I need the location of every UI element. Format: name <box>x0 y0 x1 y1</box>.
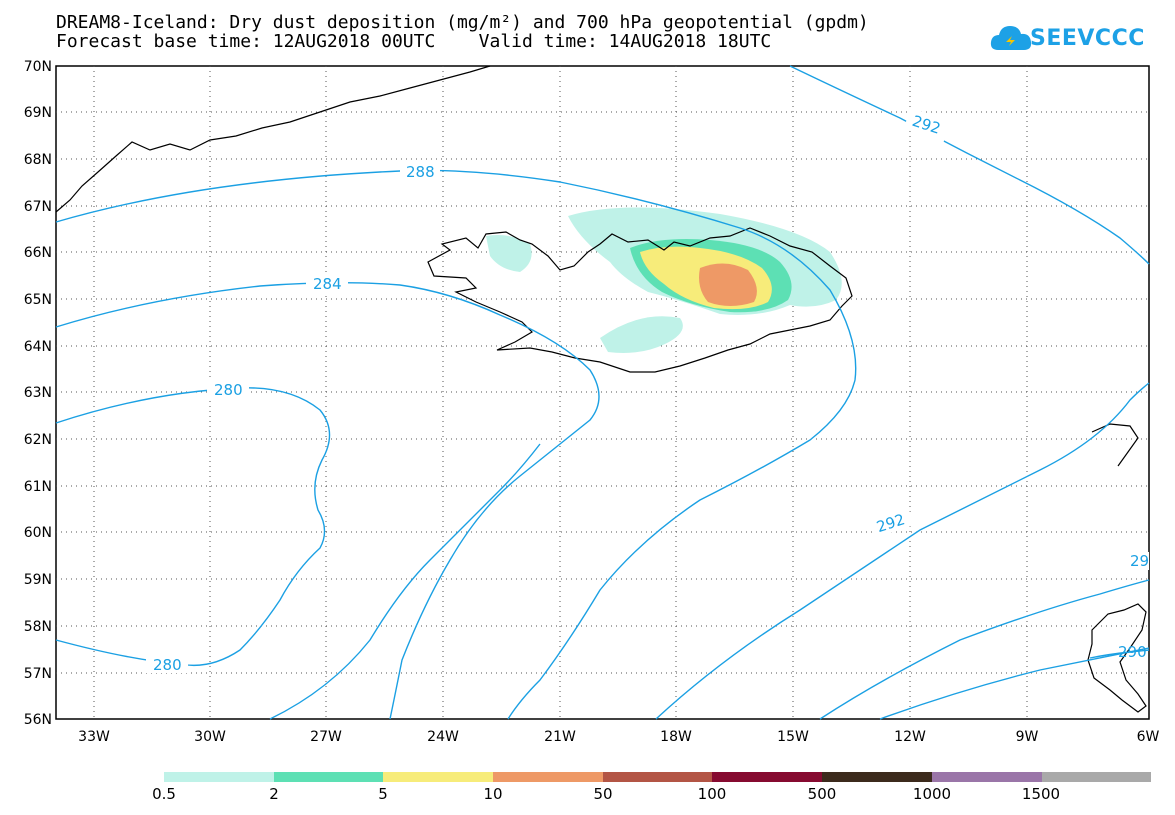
contour-284 <box>55 282 600 720</box>
legend-swatch <box>273 772 384 782</box>
lat-label: 70N <box>24 59 52 75</box>
contour-labels: 288 292 284 280 280 292 29 290 <box>146 108 1149 674</box>
lat-label: 58N <box>24 619 52 635</box>
legend-label: 100 <box>697 785 727 803</box>
contour-292-lower <box>655 382 1150 720</box>
cloud-icon <box>990 26 1032 50</box>
lon-label: 27W <box>310 729 342 745</box>
lat-label: 59N <box>24 572 52 588</box>
dust-deposition-field <box>486 207 842 353</box>
legend-label: 0.5 <box>152 785 176 803</box>
lon-label: 30W <box>194 729 226 745</box>
legend-swatch <box>602 772 713 782</box>
contour-label: 280 <box>153 656 182 674</box>
dust-level-0-5 <box>486 235 532 272</box>
contour-label: 288 <box>406 163 435 181</box>
lat-label: 60N <box>24 525 52 541</box>
lat-label: 68N <box>24 152 52 168</box>
map-title-line1: DREAM8-Iceland: Dry dust deposition (mg/… <box>56 12 869 33</box>
legend-label: 1500 <box>1021 785 1061 803</box>
lon-label: 21W <box>544 729 576 745</box>
contour-294 <box>879 647 1150 720</box>
contour-296 <box>819 579 1150 720</box>
greenland-coastline <box>55 65 491 213</box>
lat-label: 57N <box>24 666 52 682</box>
lat-label: 67N <box>24 199 52 215</box>
contour-label: 280 <box>214 381 243 399</box>
lon-label: 12W <box>894 729 926 745</box>
contour-label: 292 <box>910 112 943 138</box>
lat-label: 69N <box>24 105 52 121</box>
legend-label: 500 <box>807 785 837 803</box>
legend-swatch <box>712 772 823 782</box>
lon-label: 24W <box>427 729 459 745</box>
lon-label: 15W <box>777 729 809 745</box>
legend-swatch <box>931 772 1042 782</box>
lat-label: 64N <box>24 339 52 355</box>
map-title-line2: Forecast base time: 12AUG2018 00UTC Vali… <box>56 31 772 52</box>
lat-label: 66N <box>24 245 52 261</box>
lat-label: 65N <box>24 292 52 308</box>
contour-label: 284 <box>313 275 342 293</box>
lon-label: 6W <box>1137 729 1160 745</box>
color-legend <box>164 772 1152 782</box>
contour-label: 29 <box>1130 552 1149 570</box>
scotland-coastline <box>1087 603 1147 713</box>
contour-label: 292 <box>874 510 907 536</box>
contour-276 <box>269 443 541 720</box>
contour-label: 290 <box>1118 643 1147 661</box>
latitude-labels: 70N 69N 68N 67N 66N 65N 64N 63N 62N 61N … <box>24 59 52 728</box>
legend-swatch <box>822 772 932 782</box>
legend-label: 1000 <box>912 785 952 803</box>
lat-label: 61N <box>24 479 52 495</box>
legend-label: 5 <box>378 785 388 803</box>
iceland-coastline <box>427 227 853 373</box>
legend-swatch <box>493 772 603 782</box>
legend-swatch <box>164 772 274 782</box>
lon-label: 33W <box>78 729 110 745</box>
dust-level-10 <box>699 263 757 306</box>
lon-label: 18W <box>660 729 692 745</box>
legend-label: 2 <box>269 785 279 803</box>
longitude-labels: 33W 30W 27W 24W 21W 18W 15W 12W 9W 6W <box>78 729 1159 745</box>
legend-swatch <box>1041 772 1152 782</box>
contour-292-upper <box>789 65 1150 265</box>
gridlines <box>56 66 1149 719</box>
legend-swatch <box>383 772 494 782</box>
coastlines <box>55 65 1147 713</box>
seevccc-logo: SEEVCCC <box>990 20 1150 56</box>
logo-text: SEEVCCC <box>1030 26 1145 51</box>
contour-280-upper <box>55 387 331 667</box>
legend-label: 50 <box>593 785 613 803</box>
faroe-islands <box>1091 423 1139 467</box>
lon-label: 9W <box>1016 729 1039 745</box>
lat-label: 63N <box>24 385 52 401</box>
legend-label: 10 <box>483 785 503 803</box>
lat-label: 62N <box>24 432 52 448</box>
dust-level-0-5 <box>600 316 683 353</box>
lat-label: 56N <box>24 712 52 728</box>
